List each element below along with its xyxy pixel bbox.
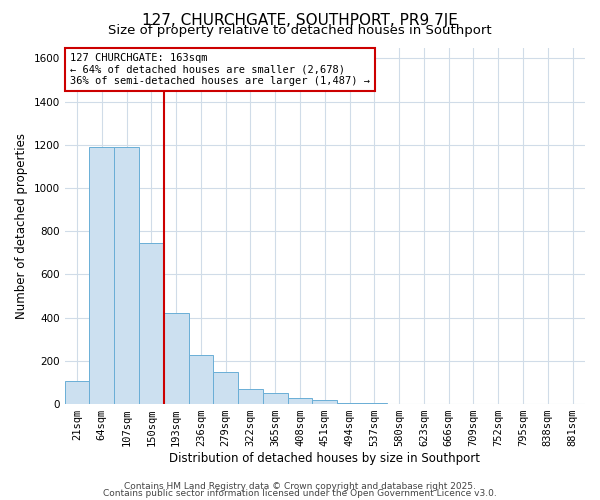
Bar	[89, 147, 114, 404]
Bar	[114, 147, 139, 404]
Text: 127 CHURCHGATE: 163sqm
← 64% of detached houses are smaller (2,678)
36% of semi-: 127 CHURCHGATE: 163sqm ← 64% of detached…	[70, 53, 370, 86]
Bar	[287, 398, 313, 404]
Bar	[188, 355, 214, 404]
Bar	[263, 394, 287, 404]
Text: Size of property relative to detached houses in Southport: Size of property relative to detached ho…	[108, 24, 492, 37]
Text: Contains public sector information licensed under the Open Government Licence v3: Contains public sector information licen…	[103, 489, 497, 498]
Bar	[313, 400, 337, 404]
Text: Contains HM Land Registry data © Crown copyright and database right 2025.: Contains HM Land Registry data © Crown c…	[124, 482, 476, 491]
Bar	[139, 243, 164, 404]
X-axis label: Distribution of detached houses by size in Southport: Distribution of detached houses by size …	[169, 452, 481, 465]
Bar	[164, 314, 188, 404]
Bar	[214, 372, 238, 404]
Text: 127, CHURCHGATE, SOUTHPORT, PR9 7JE: 127, CHURCHGATE, SOUTHPORT, PR9 7JE	[142, 12, 458, 28]
Bar	[238, 390, 263, 404]
Bar	[65, 382, 89, 404]
Bar	[337, 403, 362, 404]
Y-axis label: Number of detached properties: Number of detached properties	[15, 133, 28, 319]
